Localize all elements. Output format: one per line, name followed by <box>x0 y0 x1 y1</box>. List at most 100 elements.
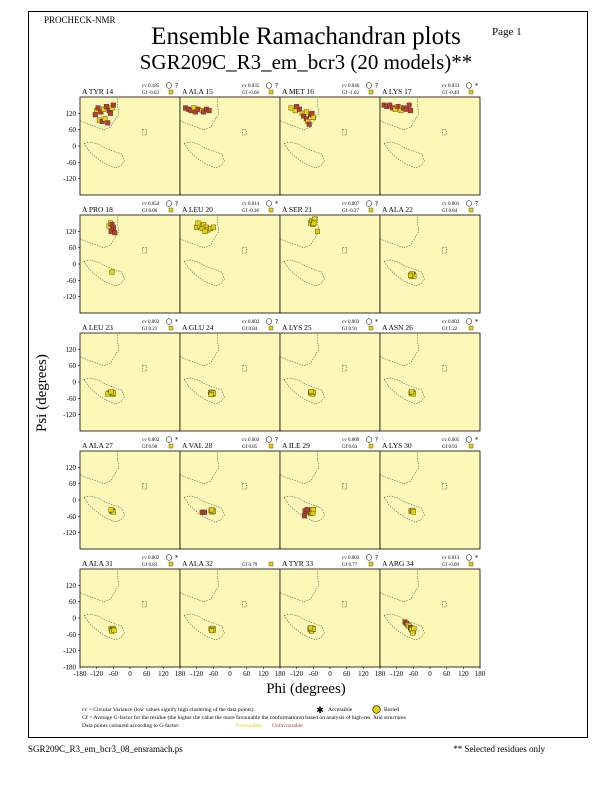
gf-value: Gf 0.06 <box>142 209 158 214</box>
allowed-region <box>342 247 347 254</box>
status-icon-label: * <box>375 319 378 326</box>
status-icon-label: * <box>475 319 478 326</box>
allowed-region <box>279 214 320 248</box>
data-point <box>294 104 300 110</box>
data-point <box>206 108 212 114</box>
x-axis-title: Phi (degrees) <box>266 681 346 697</box>
data-point <box>398 108 404 114</box>
panel: A MET 16 cv 0.046 Gf -1.02? <box>279 82 381 196</box>
y-tick-label: 0 <box>73 615 77 623</box>
panel: A TYR 33 cv 0.003 Gf 0.77? <box>279 554 381 668</box>
x-tick-label: 0 <box>428 670 432 678</box>
status-icon-label: ? <box>475 201 478 208</box>
gf-value: Gf 0.91 <box>342 327 358 332</box>
cv-value: cv 0.003 <box>342 320 360 325</box>
panel: A LEU 20 cv 0.014 Gf -0.36 * <box>179 200 281 314</box>
data-point <box>387 102 393 108</box>
gf-swatch <box>468 325 474 331</box>
gf-value: Gf -0.66 <box>242 91 259 96</box>
panel: A SER 21 cv 0.007 Gf -0.27? <box>279 200 381 314</box>
allowed-region <box>379 332 420 366</box>
allowed-region <box>442 365 447 372</box>
gf-swatch <box>168 207 174 213</box>
status-icon <box>165 436 173 443</box>
allowed-region <box>242 601 247 608</box>
status-icon <box>465 554 473 561</box>
gf-swatch <box>268 325 274 331</box>
x-tick-label: 180 <box>275 670 286 678</box>
gf-value: Gf -0.36 <box>242 209 259 214</box>
status-icon <box>365 200 373 207</box>
x-tick-label: 0 <box>328 670 332 678</box>
y-tick-label: -60 <box>67 395 77 403</box>
panel: A VAL 28 cv 0.003 Gf 0.85? <box>179 436 281 550</box>
allowed-region <box>379 568 420 602</box>
x-tick-label: 60 <box>343 670 351 678</box>
panel: A ASN 26 cv 0.002 Gf 1.22 * <box>379 318 481 432</box>
status-icon-label: ? <box>275 83 278 90</box>
y-tick-label: 60 <box>69 244 77 252</box>
status-icon-label: * <box>275 201 278 208</box>
x-tick-label: -60 <box>409 670 419 678</box>
panel-background <box>279 450 381 550</box>
status-icon <box>165 200 173 207</box>
allowed-region <box>279 568 320 602</box>
panel: A ALA 32 Gf 0.79 <box>179 559 281 668</box>
data-point <box>108 389 114 395</box>
data-point <box>103 104 109 110</box>
status-icon <box>465 82 473 89</box>
y-tick-label: 120 <box>66 582 77 590</box>
gf-value: Gf -0.27 <box>342 209 359 214</box>
status-icon <box>365 436 373 443</box>
cv-value: cv 0.013 <box>442 556 460 561</box>
residue-label: A ILE 29 <box>282 441 310 450</box>
allowed-region <box>242 247 247 254</box>
data-point <box>202 228 208 234</box>
cv-value: cv 0.003 <box>242 438 260 443</box>
allowed-region <box>279 96 320 130</box>
allowed-region <box>179 450 220 484</box>
residue-label: A VAL 28 <box>182 441 213 450</box>
panel-background <box>179 450 281 550</box>
data-point <box>98 109 104 115</box>
panel-background <box>379 332 481 432</box>
y-tick-label: -60 <box>67 631 77 639</box>
allowed-region <box>142 483 147 490</box>
x-tick-label: -60 <box>109 670 119 678</box>
residue-label: A LEU 20 <box>182 205 213 214</box>
y-tick-label: -120 <box>63 175 76 183</box>
panel: A ILE 29 cv 0.009 Gf 0.63? <box>279 436 381 550</box>
panel: A LYS 30 cv 0.005 Gf 0.93 * <box>379 436 481 550</box>
data-point <box>201 222 207 228</box>
gf-swatch <box>168 443 174 449</box>
y-tick-label: 0 <box>73 143 77 151</box>
data-point <box>201 509 207 515</box>
cv-value: cv 0.054 <box>142 202 160 207</box>
panel-background <box>79 450 181 550</box>
gf-swatch <box>268 443 274 449</box>
panel-background <box>79 214 181 314</box>
gf-swatch <box>168 89 174 95</box>
y-tick-label: 0 <box>73 261 77 269</box>
data-point <box>111 627 117 633</box>
residue-label: A ALA 15 <box>182 87 213 96</box>
allowed-region <box>442 483 447 490</box>
x-tick-label: 180 <box>375 670 386 678</box>
status-icon-label: * <box>175 437 178 444</box>
y-tick-label: -120 <box>63 529 76 537</box>
allowed-region <box>79 450 120 484</box>
residue-label: A ASN 26 <box>382 323 413 332</box>
cv-value: cv 0.003 <box>342 556 360 561</box>
y-tick-label: 60 <box>69 362 77 370</box>
y-tick-label: -60 <box>67 277 77 285</box>
y-tick-label: -60 <box>67 159 77 167</box>
status-icon <box>465 318 473 325</box>
y-tick-label: 60 <box>69 480 77 488</box>
status-icon-label: * <box>175 319 178 326</box>
cv-footnote: cv = Circular Variance (low values signi… <box>82 707 255 713</box>
status-icon-label: ? <box>375 555 378 562</box>
panel-background <box>279 214 381 314</box>
status-icon <box>465 200 473 207</box>
gf-value: Gf 0.93 <box>442 445 458 450</box>
data-point <box>409 389 415 395</box>
